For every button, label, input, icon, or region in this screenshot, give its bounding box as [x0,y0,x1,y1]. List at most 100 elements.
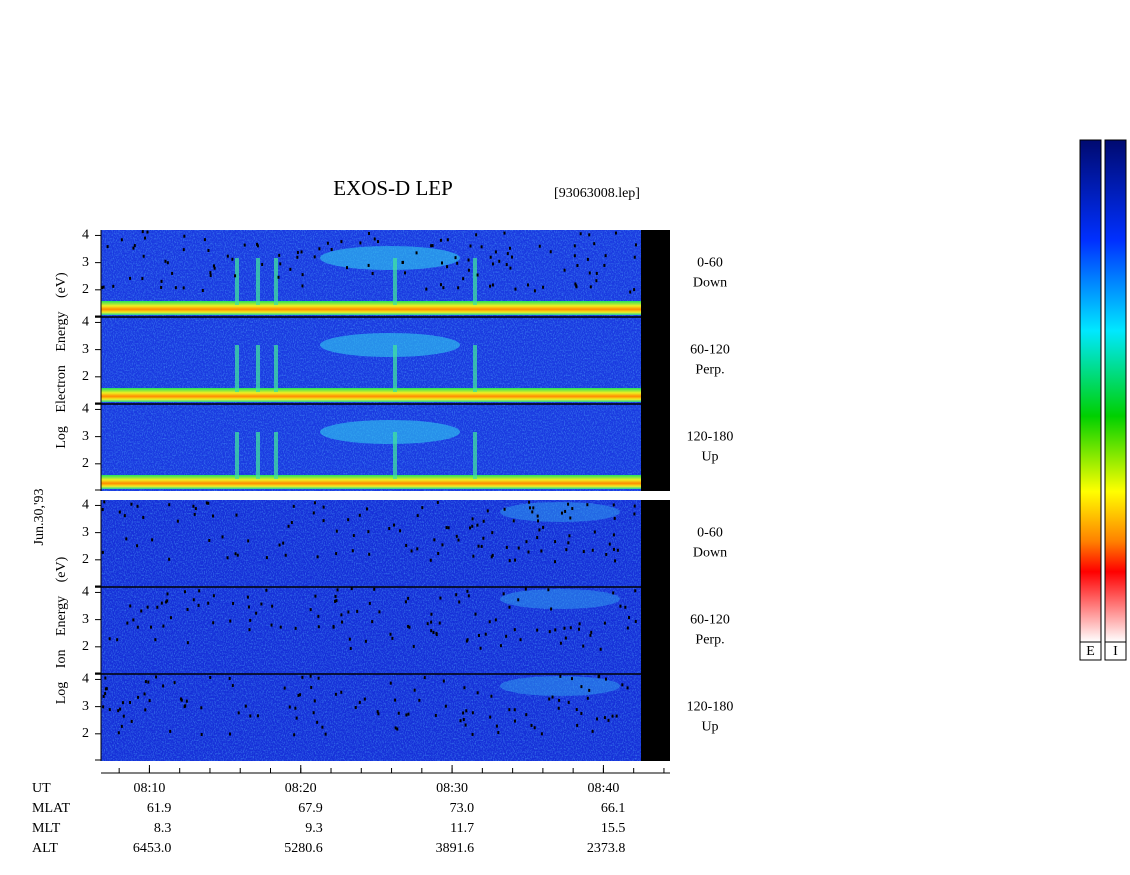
spectrogram-dot [466,589,469,593]
y-tick-label: 3 [82,342,89,357]
spectrogram-dot [580,685,583,689]
spectrogram-dot [611,714,614,718]
spectrogram-dot [510,255,513,259]
orbit-value: 6453.0 [133,841,172,856]
spectrogram-dot [265,556,268,560]
spectrogram-dot [439,238,442,242]
spectrogram-dot [102,285,105,289]
spectrogram-dot [336,588,339,592]
spectrogram-dot [532,506,535,510]
y-tick-label: 3 [82,255,89,270]
spectrogram-dot [486,509,489,513]
spectrogram-dot [445,526,448,530]
spectrogram-dot [237,711,240,715]
spectrogram-dot [137,695,140,699]
spectrogram-dot [358,700,361,704]
spectrogram-dot [494,250,497,254]
spectrogram-dot [580,711,583,715]
spectrogram-dot [626,686,629,690]
spectrogram-dot [207,601,210,605]
spectrogram-dot [442,679,445,683]
spectrogram-feature [274,258,278,305]
spectrogram-dot [569,626,572,630]
spectrogram-feature [274,432,278,479]
spectrogram-dot [212,621,215,625]
spectrogram-dot [367,530,370,534]
spectrogram-feature [393,258,397,305]
spectrogram-feature [320,246,460,270]
spectrogram-dot [248,628,251,632]
spectrogram-dot [488,620,491,624]
spectrogram-dot [160,285,163,289]
spectrogram-dot [192,598,195,602]
spectrogram-dot [423,676,426,680]
spectrogram-dot [538,528,541,532]
spectrogram-dot [588,233,591,237]
spectrogram-dot [455,593,458,597]
y-tick-label: 3 [82,612,89,627]
panel-label: Perp. [695,633,724,648]
spectrogram-dot [412,644,415,648]
spectrogram-dot [120,238,123,242]
panel-label: Down [693,276,727,291]
spectrogram-dot [140,609,143,613]
spectrogram-dot [626,626,629,630]
spectrogram-dot [447,526,450,530]
spectrogram-dot [335,599,338,603]
spectrogram-dot [132,618,135,622]
spectrogram-dot [299,693,302,697]
spectrogram-dot [476,691,479,695]
file-label: [93063008.lep] [554,186,640,201]
spectrogram-band [101,301,641,315]
spectrogram-dot [316,720,319,724]
spectrogram-dot [551,695,554,699]
spectrogram-dot [457,286,460,290]
spectrogram-dot [634,589,637,593]
spectrogram-dot [430,244,433,248]
spectrogram-dot [533,726,536,730]
spectrogram-dot [183,590,186,594]
panel-label: 120-180 [687,430,734,445]
spectrogram-dot [599,647,602,651]
spectrogram-dot [614,559,617,563]
spectrogram-dot [316,555,319,559]
spectrogram-dot [333,599,336,603]
spectrogram-dot [454,256,457,260]
spectrogram-dot [309,608,312,612]
spectrogram-dot [378,610,381,614]
spectrogram-feature [500,676,620,696]
spectrogram-dot [525,540,528,544]
spectrogram-dot [574,282,577,286]
spectrogram-dot [633,255,636,259]
spectrogram-dot [197,603,200,607]
spectrogram-dot [514,287,517,291]
spectrogram-dot [212,594,215,598]
spectrogram-dot [226,556,229,560]
spectrogram-dot [519,638,522,642]
spectrogram-dot [213,266,216,270]
spectrogram-dot [129,276,132,280]
spectrogram-dot [133,244,136,248]
spectrogram-dot [401,260,404,264]
spectrogram-dot [192,504,195,508]
spectrogram-dot [282,541,285,545]
panel-label: 120-180 [687,700,734,715]
colorbar-label-box [1079,641,1102,661]
spectrogram-dot [434,713,437,717]
spectrogram-dot [531,510,534,514]
panel-label: Down [693,546,727,561]
spectrogram-dot [376,240,379,244]
spectrogram-dot [489,255,492,259]
colorbar [1104,139,1127,643]
spectrogram-dot [435,633,438,637]
spectrogram-dot [389,681,392,685]
orbit-value: 61.9 [147,801,172,816]
spectrogram-dot [575,285,578,289]
spectrogram-dot [396,727,399,731]
spectrogram-dot [405,543,408,547]
spectrogram-dot [155,675,158,679]
spectrogram-dot [228,732,231,736]
spectrogram-dot [296,250,299,254]
spectrogram-dot [265,588,268,592]
spectrogram-dot [477,544,480,548]
